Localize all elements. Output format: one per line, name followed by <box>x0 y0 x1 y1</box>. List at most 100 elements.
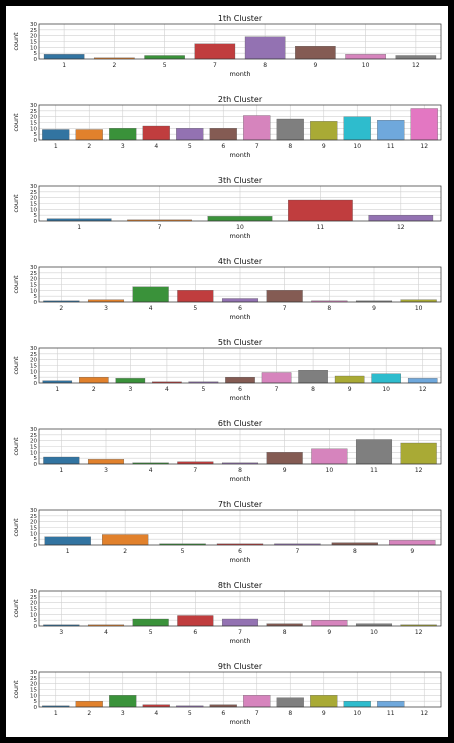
x-tick-label: 6 <box>238 548 242 555</box>
x-tick-label: 3 <box>121 710 125 717</box>
x-axis-label: month <box>229 556 250 564</box>
bar <box>75 129 103 141</box>
y-tick-label: 25 <box>30 433 37 439</box>
x-tick-label: 11 <box>387 710 395 717</box>
bar <box>46 218 112 222</box>
bar <box>177 461 214 465</box>
y-tick-label: 5 <box>34 294 38 300</box>
x-tick-label: 10 <box>353 710 361 717</box>
bar <box>132 618 169 627</box>
x-tick-label: 6 <box>238 305 242 312</box>
x-tick-label: 5 <box>193 305 197 312</box>
y-tick-label: 5 <box>34 618 38 624</box>
y-axis-label: count <box>12 113 20 132</box>
y-tick-label: 0 <box>34 300 38 306</box>
chart-title: 1th Cluster <box>218 14 263 23</box>
y-tick-label: 25 <box>30 28 37 34</box>
x-tick-label: 9 <box>322 143 326 150</box>
y-tick-label: 15 <box>30 40 37 46</box>
x-tick-label: 10 <box>415 305 423 312</box>
bar <box>310 121 338 141</box>
y-tick-label: 30 <box>30 670 37 676</box>
x-tick-label: 8 <box>311 386 315 393</box>
bar <box>395 55 437 60</box>
x-tick-label: 3 <box>59 629 63 636</box>
y-tick-label: 5 <box>34 375 38 381</box>
x-tick-label: 12 <box>415 629 423 636</box>
x-tick-label: 2 <box>123 548 127 555</box>
y-tick-label: 10 <box>30 207 37 213</box>
y-tick-label: 25 <box>30 190 37 196</box>
y-tick-label: 20 <box>30 601 37 607</box>
x-tick-label: 1 <box>54 143 58 150</box>
x-tick-label: 9 <box>313 62 317 69</box>
x-tick-label: 9 <box>348 386 352 393</box>
x-tick-label: 3 <box>104 467 108 474</box>
x-tick-label: 12 <box>420 710 428 717</box>
x-tick-label: 7 <box>255 143 259 150</box>
x-tick-label: 9 <box>372 305 376 312</box>
chart-title: 8th Cluster <box>218 581 263 590</box>
bar <box>244 36 286 60</box>
x-tick-label: 10 <box>353 143 361 150</box>
chart-title: 9th Cluster <box>218 662 263 671</box>
y-tick-label: 15 <box>30 283 37 289</box>
y-tick-label: 15 <box>30 445 37 451</box>
x-axis-label: month <box>229 718 250 726</box>
y-tick-label: 20 <box>30 439 37 445</box>
bar <box>207 216 273 222</box>
y-tick-label: 20 <box>30 682 37 688</box>
x-tick-label: 5 <box>181 548 185 555</box>
y-tick-label: 0 <box>34 705 38 711</box>
bar <box>310 695 338 708</box>
chart-title: 4th Cluster <box>218 257 263 266</box>
x-tick-label: 5 <box>163 62 167 69</box>
x-tick-label: 7 <box>275 386 279 393</box>
plot-frame <box>38 590 442 627</box>
chart-title: 7th Cluster <box>218 500 263 509</box>
x-tick-label: 1 <box>54 710 58 717</box>
bar <box>43 54 85 60</box>
y-tick-label: 0 <box>34 462 38 468</box>
y-tick-label: 10 <box>30 45 37 51</box>
x-axis-label: month <box>229 394 250 402</box>
x-tick-label: 7 <box>283 305 287 312</box>
x-tick-label: 6 <box>193 629 197 636</box>
chart-title: 3th Cluster <box>218 176 263 185</box>
y-tick-label: 10 <box>30 693 37 699</box>
y-tick-label: 10 <box>30 288 37 294</box>
y-tick-label: 15 <box>30 688 37 694</box>
y-axis-label: count <box>12 518 20 537</box>
bar <box>261 372 292 384</box>
y-tick-label: 20 <box>30 196 37 202</box>
y-tick-label: 25 <box>30 352 37 358</box>
chart-title: 6th Cluster <box>218 419 263 428</box>
y-tick-label: 10 <box>30 450 37 456</box>
x-tick-label: 1 <box>59 467 63 474</box>
bar <box>266 452 303 465</box>
y-axis-label: count <box>12 599 20 618</box>
x-tick-label: 8 <box>327 305 331 312</box>
x-tick-label: 6 <box>238 386 242 393</box>
bar <box>298 370 328 384</box>
x-tick-label: 6 <box>221 143 225 150</box>
x-tick-label: 4 <box>154 143 158 150</box>
bar <box>109 695 137 708</box>
bar <box>355 439 393 465</box>
x-tick-label: 12 <box>412 62 420 69</box>
y-tick-label: 20 <box>30 34 37 40</box>
bar <box>334 375 365 384</box>
y-tick-label: 5 <box>34 456 38 462</box>
bar <box>311 620 348 627</box>
plot-frame <box>38 428 442 465</box>
x-axis-label: month <box>229 475 250 483</box>
bar <box>42 380 73 384</box>
bar <box>407 378 438 384</box>
x-tick-label: 11 <box>387 143 395 150</box>
x-tick-label: 8 <box>283 629 287 636</box>
y-tick-label: 30 <box>30 589 37 595</box>
y-axis-label: count <box>12 275 20 294</box>
y-tick-label: 0 <box>34 543 38 549</box>
x-tick-label: 8 <box>288 143 292 150</box>
